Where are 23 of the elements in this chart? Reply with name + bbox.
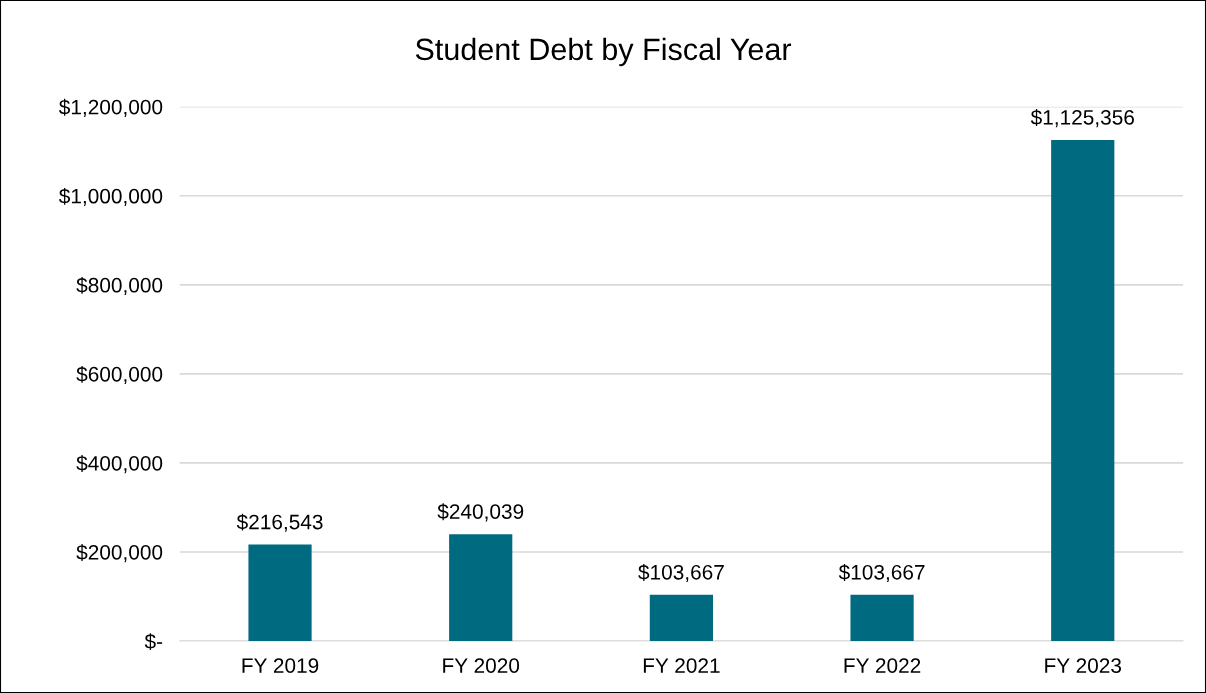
bar [850, 594, 914, 642]
y-tick-label: $800,000 [76, 276, 163, 296]
x-tick-label: FY 2022 [844, 658, 921, 673]
bar [649, 594, 713, 642]
data-label: $103,667 [638, 564, 724, 583]
y-tick-label: $400,000 [76, 455, 163, 474]
y-tick-label: $- [144, 633, 163, 651]
y-tick-label: $1,200,000 [58, 98, 163, 117]
bar [248, 544, 312, 642]
x-tick-label: FY 2021 [643, 658, 720, 673]
bar [449, 534, 513, 642]
data-label: $216,543 [236, 513, 323, 532]
x-tick-label: FY 2023 [1045, 658, 1122, 673]
x-tick-label: FY 2019 [242, 658, 319, 673]
data-label: $103,667 [838, 564, 925, 583]
chart-title: Student Debt by Fiscal Year [415, 37, 792, 67]
x-tick-label: FY 2020 [443, 658, 520, 673]
bar [1051, 139, 1115, 642]
y-tick-label: $1,000,000 [58, 187, 163, 206]
data-label: $1,125,356 [1030, 109, 1134, 128]
y-tick-label: $600,000 [76, 366, 163, 385]
data-label: $240,039 [437, 503, 524, 522]
y-tick-label: $200,000 [76, 544, 163, 563]
